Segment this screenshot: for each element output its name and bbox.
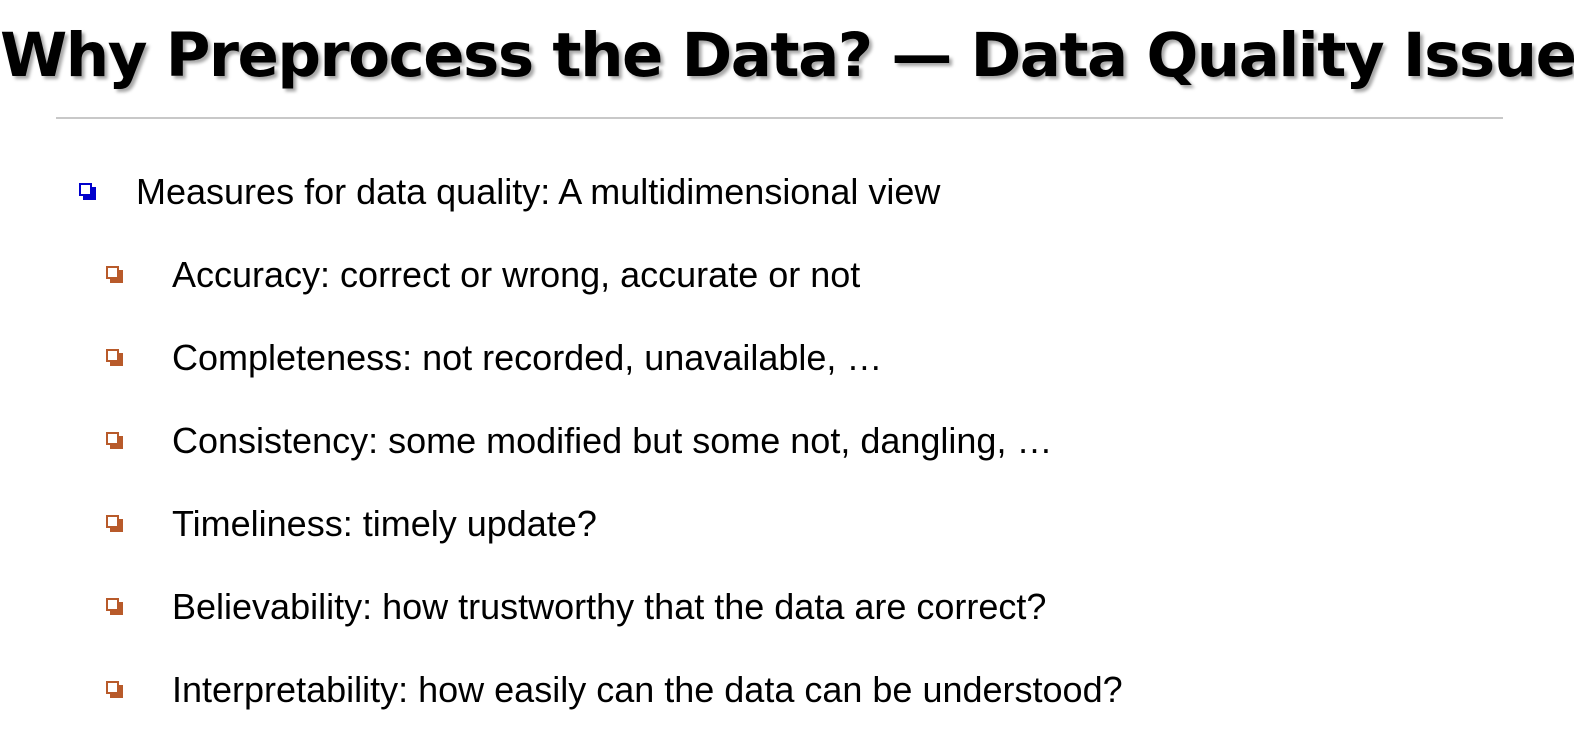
sub-bullet-text: Accuracy: correct or wrong, accurate or … (172, 254, 861, 295)
sub-bullet-text: Consistency: some modified but some not,… (172, 420, 1053, 461)
sub-bullet-completeness: Completeness: not recorded, unavailable,… (106, 328, 882, 388)
sub-bullet-believability: Believability: how trustworthy that the … (106, 577, 1046, 637)
sub-bullet-text: Interpretability: how easily can the dat… (172, 669, 1123, 710)
sub-bullet-timeliness: Timeliness: timely update? (106, 494, 597, 554)
square-bullet-icon (79, 183, 97, 201)
square-bullet-icon (106, 681, 124, 699)
square-bullet-icon (106, 266, 124, 284)
sub-bullet-text: Believability: how trustworthy that the … (172, 586, 1047, 627)
square-bullet-icon (106, 349, 124, 367)
slide-title: Why Preprocess the Data? — Data Quality … (0, 20, 1574, 91)
title-divider (56, 117, 1503, 119)
sub-bullet-accuracy: Accuracy: correct or wrong, accurate or … (106, 245, 860, 305)
square-bullet-icon (106, 432, 124, 450)
sub-bullet-consistency: Consistency: some modified but some not,… (106, 411, 1052, 471)
sub-bullet-text: Timeliness: timely update? (172, 503, 597, 544)
sub-bullet-interpretability: Interpretability: how easily can the dat… (106, 660, 1123, 720)
square-bullet-icon (106, 515, 124, 533)
square-bullet-icon (106, 598, 124, 616)
sub-bullet-text: Completeness: not recorded, unavailable,… (172, 337, 883, 378)
main-bullet: Measures for data quality: A multidimens… (79, 162, 940, 222)
main-bullet-text: Measures for data quality: A multidimens… (136, 171, 941, 212)
